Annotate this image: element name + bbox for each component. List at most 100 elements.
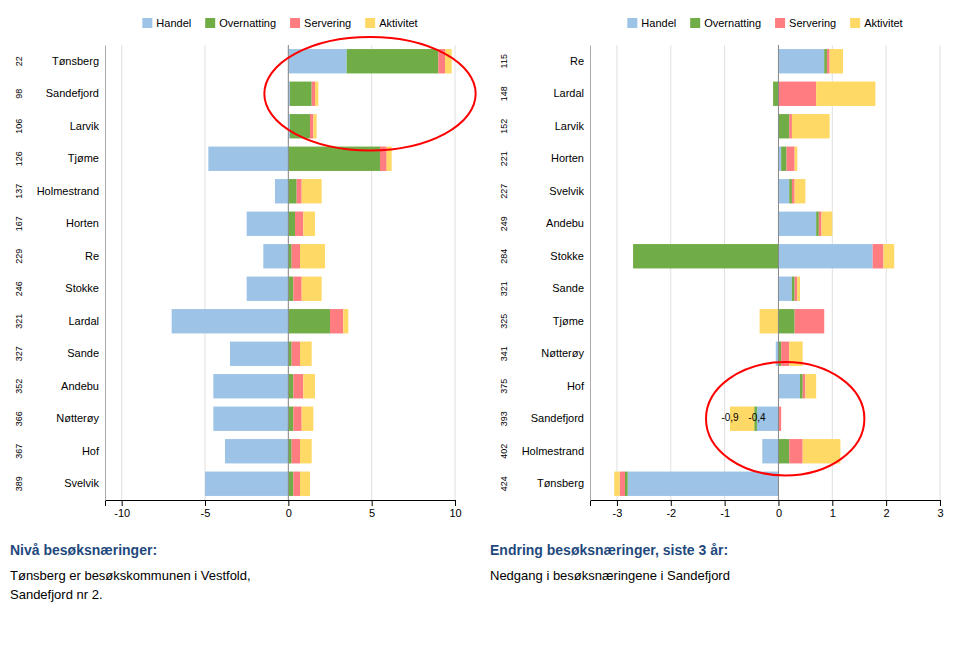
row-label: 249: [499, 216, 509, 231]
bar-segment: [827, 49, 830, 73]
row-label: 221: [499, 151, 509, 166]
row-label: 126: [14, 151, 24, 166]
y-tick: Sande: [67, 347, 99, 359]
row-label: 137: [14, 184, 24, 199]
grid: [122, 45, 455, 500]
legend-label: Aktivitet: [864, 17, 903, 29]
bar-segment: [628, 472, 779, 496]
bar-segment: [778, 179, 789, 203]
y-tick: Larvik: [70, 120, 100, 132]
x-tick: 2: [884, 500, 890, 519]
y-tick-label: Larvik: [555, 120, 585, 132]
legend-label: Overnatting: [704, 17, 761, 29]
x-tick: -10: [114, 500, 130, 519]
y-tick: Tønsberg: [52, 55, 99, 67]
y-tick-label: Stokke: [65, 282, 99, 294]
bar-segment: [778, 309, 794, 333]
bar-segment: [330, 309, 343, 333]
legend-item: Handel: [627, 17, 676, 29]
x-tick-label: 2: [884, 507, 890, 519]
bar-segment: [313, 114, 316, 138]
row-label: 227: [499, 184, 509, 199]
bar-segment: [762, 439, 778, 463]
bar-segment: [614, 472, 619, 496]
x-tick-label: 0: [286, 507, 292, 519]
row-label: 229: [14, 249, 24, 264]
bar-segment: [445, 49, 452, 73]
bar-segment: [288, 212, 295, 236]
bar-segment: [213, 407, 288, 431]
x-tick-mark: [940, 500, 941, 506]
grid-line: [616, 45, 617, 500]
y-tick-label: Svelvik: [64, 477, 99, 489]
legend-label: Handel: [641, 17, 676, 29]
chart-title: Endring besøksnæringer, siste 3 år:: [490, 542, 728, 558]
row-label: 375: [499, 379, 509, 394]
bar-segment: [302, 179, 322, 203]
y-tick-label: Tjøme: [68, 152, 99, 164]
y-tick: Lardal: [68, 315, 99, 327]
bar-segment: [883, 244, 894, 268]
bar-segment: [633, 244, 778, 268]
legend-label: Servering: [304, 17, 351, 29]
bar-segment: [787, 147, 795, 171]
x-axis-line: [106, 501, 456, 507]
x-tick-mark: [725, 500, 726, 506]
bar-segment: [343, 309, 348, 333]
bar-segment: [292, 342, 300, 366]
annotation-text: -0,4: [748, 412, 766, 423]
x-tick-mark: [372, 500, 373, 506]
annotation-text: -0,9: [721, 412, 739, 423]
x-tick-mark: [617, 500, 618, 506]
bar-segment: [795, 277, 798, 301]
bar-segment: [303, 374, 315, 398]
x-tick-label: -1: [720, 507, 730, 519]
y-tick-label: Tjøme: [553, 315, 584, 327]
y-tick-label: Larvik: [70, 120, 100, 132]
y-tick: Stokke: [550, 250, 584, 262]
grid-line: [886, 45, 887, 500]
row-label: 389: [14, 476, 24, 491]
row-label: 106: [14, 119, 24, 134]
x-tick-mark: [455, 500, 456, 506]
bar-segment: [830, 49, 843, 73]
y-tick-label: Stokke: [550, 250, 584, 262]
bar-segment: [805, 374, 816, 398]
grid-line: [205, 45, 206, 500]
bar-segment: [290, 114, 310, 138]
y-tick: Andebu: [546, 217, 584, 229]
bar-segment: [293, 277, 301, 301]
row-label: 115: [499, 54, 509, 68]
annotations: [264, 37, 475, 150]
x-tick: -1: [720, 500, 730, 519]
chart-svg: -10-50510TønsbergSandefjordLarvikTjømeHo…: [0, 0, 960, 656]
bar-segment: [310, 114, 313, 138]
bar-segment: [816, 82, 875, 106]
y-tick: Tønsberg: [537, 477, 584, 489]
row-labels: 2298106126137167229246321327352366367389: [14, 56, 24, 491]
y-tick: Tjøme: [553, 315, 584, 327]
y-tick-label: Hof: [567, 380, 585, 392]
x-tick: -5: [201, 500, 211, 519]
x-tick-mark: [205, 500, 206, 506]
row-label: 246: [14, 281, 24, 296]
chart-panel: -3-2-10123ReLardalLarvikHortenSvelvikAnd…: [490, 17, 944, 583]
x-tick: 3: [937, 500, 943, 519]
y-tick: Nøtterøy: [56, 412, 99, 424]
y-tick: Hof: [82, 445, 100, 457]
bar-segment: [263, 244, 288, 268]
legend-item: Servering: [290, 17, 351, 29]
x-tick-label: 3: [937, 507, 943, 519]
bar-segment: [172, 309, 289, 333]
bar-segment: [300, 472, 310, 496]
x-tick-label: -10: [114, 507, 130, 519]
y-tick: Lardal: [553, 87, 584, 99]
bar-segment: [302, 277, 322, 301]
y-tick: Re: [85, 250, 99, 262]
bar-segment: [792, 179, 795, 203]
legend-swatch: [850, 18, 860, 28]
legend-item: Aktivitet: [850, 17, 903, 29]
y-tick-label: Sandefjord: [531, 412, 584, 424]
bar-segment: [288, 472, 293, 496]
bar-segment: [800, 374, 803, 398]
